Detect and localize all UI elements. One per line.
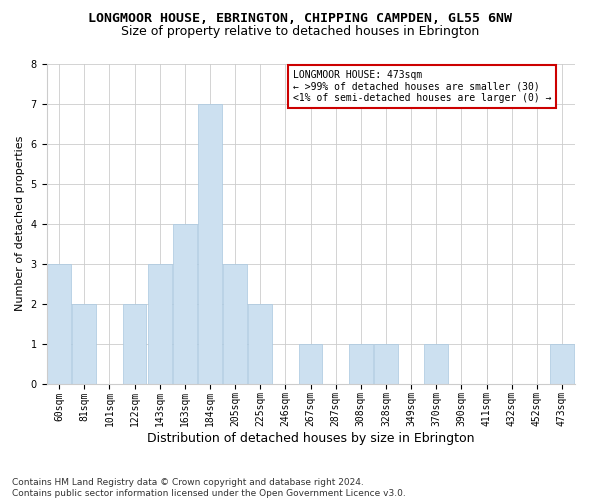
X-axis label: Distribution of detached houses by size in Ebrington: Distribution of detached houses by size … [147, 432, 474, 445]
Bar [299, 344, 322, 384]
Bar [173, 224, 197, 384]
Text: LONGMOOR HOUSE: 473sqm
← >99% of detached houses are smaller (30)
<1% of semi-de: LONGMOOR HOUSE: 473sqm ← >99% of detache… [293, 70, 551, 103]
Text: Size of property relative to detached houses in Ebrington: Size of property relative to detached ho… [121, 25, 479, 38]
Bar [374, 344, 398, 384]
Bar [122, 304, 146, 384]
Text: LONGMOOR HOUSE, EBRINGTON, CHIPPING CAMPDEN, GL55 6NW: LONGMOOR HOUSE, EBRINGTON, CHIPPING CAMP… [88, 12, 512, 26]
Text: Contains HM Land Registry data © Crown copyright and database right 2024.
Contai: Contains HM Land Registry data © Crown c… [12, 478, 406, 498]
Bar [198, 104, 222, 384]
Y-axis label: Number of detached properties: Number of detached properties [15, 136, 25, 312]
Bar [349, 344, 373, 384]
Bar [47, 264, 71, 384]
Bar [72, 304, 96, 384]
Bar [223, 264, 247, 384]
Bar [424, 344, 448, 384]
Bar [148, 264, 172, 384]
Bar [248, 304, 272, 384]
Bar [550, 344, 574, 384]
